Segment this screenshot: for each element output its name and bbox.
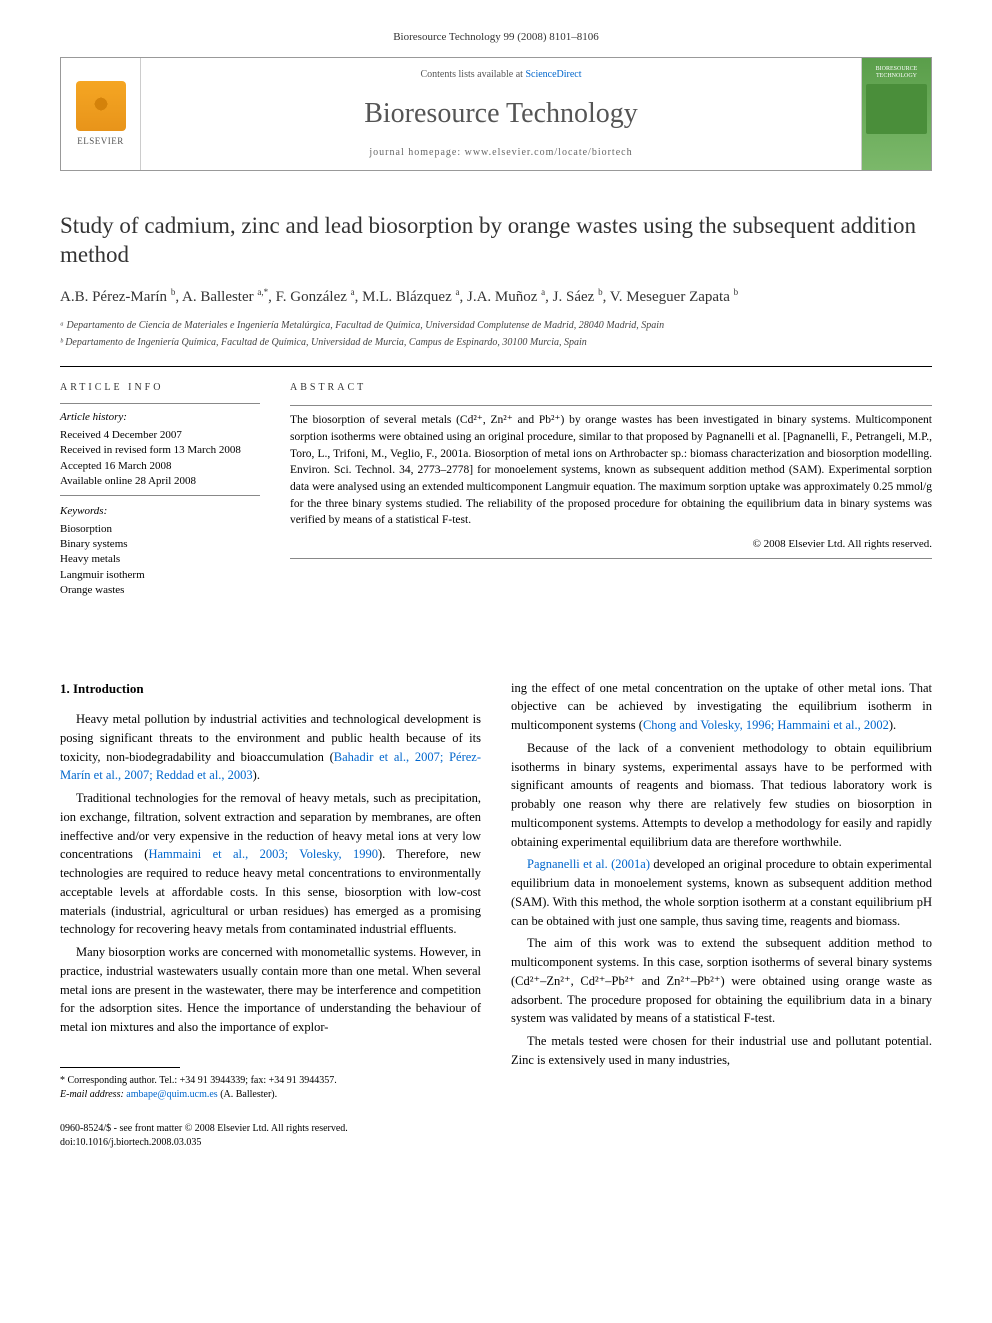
body-paragraph: ing the effect of one metal concentratio… <box>511 679 932 735</box>
publisher-name: ELSEVIER <box>77 135 124 148</box>
abstract-bottom-divider <box>290 558 932 559</box>
article-info-heading: ARTICLE INFO <box>60 381 260 395</box>
publisher-logo[interactable]: ELSEVIER <box>61 58 141 169</box>
bottom-bar: 0960-8524/$ - see front matter © 2008 El… <box>60 1122 932 1150</box>
body-paragraph: Because of the lack of a convenient meth… <box>511 739 932 852</box>
journal-title: Bioresource Technology <box>161 94 841 133</box>
sciencedirect-link[interactable]: ScienceDirect <box>525 69 581 80</box>
keyword-item: Binary systems <box>60 537 260 552</box>
affiliation-line: ᵇ Departamento de Ingeniería Química, Fa… <box>60 335 932 350</box>
contents-available: Contents lists available at ScienceDirec… <box>161 68 841 82</box>
elsevier-tree-icon <box>76 81 126 131</box>
abstract-divider <box>290 405 932 406</box>
info-abstract-row: ARTICLE INFO Article history: Received 4… <box>60 381 932 598</box>
history-item: Accepted 16 March 2008 <box>60 459 260 474</box>
journal-reference: Bioresource Technology 99 (2008) 8101–81… <box>60 30 932 45</box>
history-item: Received 4 December 2007 <box>60 428 260 443</box>
body-paragraph: Pagnanelli et al. (2001a) developed an o… <box>511 855 932 930</box>
homepage-url[interactable]: www.elsevier.com/locate/biortech <box>465 147 633 158</box>
abstract-column: ABSTRACT The biosorption of several meta… <box>290 381 932 598</box>
body-paragraph: The aim of this work was to extend the s… <box>511 934 932 1028</box>
email-suffix: (A. Ballester). <box>218 1089 277 1100</box>
divider <box>60 366 932 367</box>
body-column-left: 1. Introduction Heavy metal pollution by… <box>60 679 481 1102</box>
journal-cover[interactable]: BIORESOURCE TECHNOLOGY <box>861 58 931 169</box>
keyword-item: Biosorption <box>60 522 260 537</box>
abstract-heading: ABSTRACT <box>290 381 932 395</box>
authors-list: A.B. Pérez-Marín b, A. Ballester a,*, F.… <box>60 286 932 308</box>
body-column-right: ing the effect of one metal concentratio… <box>511 679 932 1102</box>
history-item: Available online 28 April 2008 <box>60 474 260 489</box>
keywords-label: Keywords: <box>60 504 260 519</box>
email-label: E-mail address: <box>60 1089 126 1100</box>
affiliation-line: ᵃ Departamento de Ciencia de Materiales … <box>60 318 932 333</box>
article-title: Study of cadmium, zinc and lead biosorpt… <box>60 211 932 271</box>
abstract-text: The biosorption of several metals (Cd²⁺,… <box>290 412 932 529</box>
corr-author-line: * Corresponding author. Tel.: +34 91 394… <box>60 1074 481 1088</box>
info-divider <box>60 495 260 496</box>
front-matter-line: 0960-8524/$ - see front matter © 2008 El… <box>60 1122 932 1136</box>
journal-homepage: journal homepage: www.elsevier.com/locat… <box>161 146 841 160</box>
section-heading-introduction: 1. Introduction <box>60 679 481 699</box>
article-info: ARTICLE INFO Article history: Received 4… <box>60 381 260 598</box>
history-item: Received in revised form 13 March 2008 <box>60 443 260 458</box>
contents-prefix: Contents lists available at <box>420 69 525 80</box>
info-divider <box>60 403 260 404</box>
journal-header: ELSEVIER Contents lists available at Sci… <box>60 57 932 170</box>
keyword-item: Langmuir isotherm <box>60 568 260 583</box>
homepage-prefix: journal homepage: <box>369 147 464 158</box>
history-label: Article history: <box>60 410 260 425</box>
footnote-separator <box>60 1067 180 1068</box>
header-center: Contents lists available at ScienceDirec… <box>141 58 861 169</box>
cover-image <box>866 84 927 134</box>
corresponding-author-footnote: * Corresponding author. Tel.: +34 91 394… <box>60 1074 481 1102</box>
body-paragraph: The metals tested were chosen for their … <box>511 1032 932 1070</box>
body-paragraph: Traditional technologies for the removal… <box>60 789 481 939</box>
abstract-copyright: © 2008 Elsevier Ltd. All rights reserved… <box>290 537 932 552</box>
body-paragraph: Many biosorption works are concerned wit… <box>60 943 481 1037</box>
cover-title: BIORESOURCE TECHNOLOGY <box>866 62 927 79</box>
body-columns: 1. Introduction Heavy metal pollution by… <box>60 679 932 1102</box>
body-paragraph: Heavy metal pollution by industrial acti… <box>60 710 481 785</box>
affiliations: ᵃ Departamento de Ciencia de Materiales … <box>60 318 932 350</box>
keyword-item: Orange wastes <box>60 583 260 598</box>
keyword-item: Heavy metals <box>60 552 260 567</box>
email-link[interactable]: ambape@quim.ucm.es <box>126 1089 217 1100</box>
doi-line: doi:10.1016/j.biortech.2008.03.035 <box>60 1136 932 1150</box>
